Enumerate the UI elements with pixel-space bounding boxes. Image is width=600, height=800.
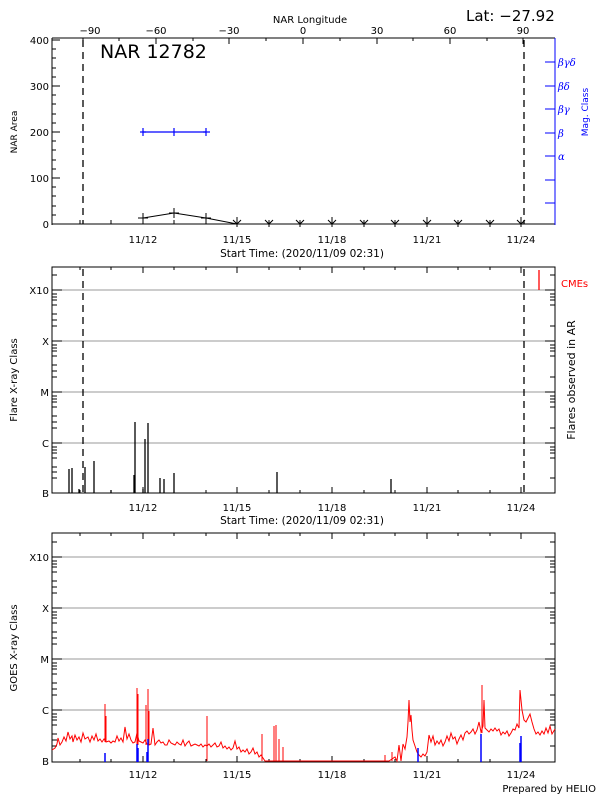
x-tick: 11/21 <box>413 770 442 781</box>
lon-tick: 0 <box>300 26 306 37</box>
lon-tick: 60 <box>444 26 457 37</box>
lon-tick: −60 <box>145 26 166 37</box>
y-tick: C <box>42 706 49 717</box>
y-tick: 100 <box>30 174 49 185</box>
nar-area-series <box>138 208 526 227</box>
mag-tick: βδ <box>557 82 570 93</box>
x-tick: 11/15 <box>223 770 252 781</box>
mag-tick: α <box>558 152 565 163</box>
flare-time-markers <box>104 734 522 762</box>
goes-flux-line <box>51 689 556 763</box>
y-tick: X <box>42 604 49 615</box>
flare-bars <box>68 422 392 493</box>
y-tick: 400 <box>30 36 49 47</box>
y-tick: X10 <box>29 553 49 564</box>
lon-tick: −30 <box>218 26 239 37</box>
mag-tick: βγδ <box>557 58 576 69</box>
lon-tick: 90 <box>517 26 530 37</box>
x-tick: 11/24 <box>507 503 536 514</box>
y-tick: 300 <box>30 82 49 93</box>
y-tick: C <box>42 439 49 450</box>
lon-tick: −90 <box>79 26 100 37</box>
x-axis-label: Start Time: (2020/11/09 02:31) <box>220 248 384 260</box>
mag-tick: βγ <box>557 105 570 116</box>
x-axis-label: Start Time: (2020/11/09 02:31) <box>220 515 384 527</box>
y-tick: X <box>42 337 49 348</box>
y-axis-label: GOES X-ray Class <box>9 604 20 691</box>
y-axis-label: Flare X-ray Class <box>9 338 20 422</box>
x-tick: 11/12 <box>129 235 158 246</box>
panel-nar-area: −90 −60 −30 0 30 60 90 0 <box>10 26 591 260</box>
x-tick: 11/18 <box>318 770 347 781</box>
mag-tick: β <box>557 129 564 140</box>
mag-class-series <box>140 128 210 136</box>
top-axis-title: NAR Longitude <box>273 15 347 26</box>
x-tick: 11/15 <box>223 235 252 246</box>
goes-spikes <box>104 685 483 761</box>
x-tick: 11/24 <box>507 770 536 781</box>
y-tick: 200 <box>30 128 49 139</box>
x-tick: 11/18 <box>318 503 347 514</box>
y-tick: X10 <box>29 286 49 297</box>
latitude-label: Lat: −27.92 <box>466 7 555 25</box>
footer-credit: Prepared by HELIO <box>502 784 596 795</box>
panel-goes: B C M X X10 GOES X-ray Class 11/12 11/15… <box>9 532 596 795</box>
cme-legend: CMEs <box>561 279 588 290</box>
lon-tick: 30 <box>371 26 384 37</box>
x-tick: 11/24 <box>507 235 536 246</box>
y-tick: B <box>42 489 49 500</box>
x-tick: 11/21 <box>413 235 442 246</box>
y2-axis-label: Flares observed in AR <box>565 320 578 440</box>
x-tick: 11/15 <box>223 503 252 514</box>
y-tick: B <box>42 757 49 768</box>
x-tick: 11/12 <box>129 503 158 514</box>
y-tick: M <box>40 388 49 399</box>
y-axis-label: NAR Area <box>10 111 20 154</box>
panel-flares: B C M X X10 Flare X-ray Class Flares obs… <box>9 266 588 527</box>
x-tick: 11/18 <box>318 235 347 246</box>
x-tick: 11/21 <box>413 503 442 514</box>
y-tick: 0 <box>43 220 49 231</box>
x-tick: 11/12 <box>129 770 158 781</box>
y2-axis-label: Mag. Class <box>581 87 591 136</box>
y-tick: M <box>40 655 49 666</box>
region-title: NAR 12782 <box>100 41 207 63</box>
